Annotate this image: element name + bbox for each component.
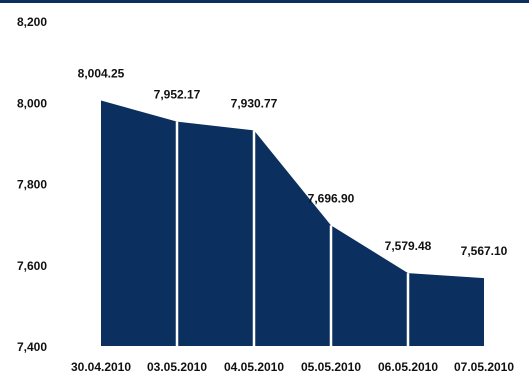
area-segment <box>331 225 408 346</box>
data-label: 7,952.17 <box>154 88 201 102</box>
area-segment <box>101 100 177 346</box>
area-chart: 7,400 7,600 7,800 8,000 8,200 8,004.25 7,952.… <box>17 15 514 374</box>
data-label: 7,567.10 <box>461 244 508 258</box>
area-series <box>101 100 484 346</box>
x-axis-ticks: 30.04.2010 03.05.2010 04.05.2010 05.05.2010… <box>71 360 514 374</box>
area-segment <box>254 130 331 346</box>
y-tick-label: 7,400 <box>17 340 47 354</box>
data-label: 7,930.77 <box>231 96 278 110</box>
y-tick-label: 8,000 <box>17 96 47 110</box>
area-segment <box>408 273 484 346</box>
x-tick-label: 05.05.2010 <box>301 360 361 374</box>
y-tick-label: 7,600 <box>17 259 47 273</box>
area-separators <box>175 121 410 346</box>
y-tick-label: 7,800 <box>17 178 47 192</box>
data-label: 8,004.25 <box>78 67 125 81</box>
x-tick-label: 30.04.2010 <box>71 360 131 374</box>
area-segment <box>177 121 254 346</box>
y-tick-label: 8,200 <box>17 15 47 29</box>
data-label: 7,579.48 <box>385 239 432 253</box>
data-label: 7,696.90 <box>308 191 355 205</box>
x-tick-label: 07.05.2010 <box>454 360 514 374</box>
data-labels: 8,004.25 7,952.17 7,930.77 7,696.90 7,579.48… <box>78 67 508 259</box>
x-tick-label: 03.05.2010 <box>147 360 207 374</box>
x-tick-label: 06.05.2010 <box>378 360 438 374</box>
x-tick-label: 04.05.2010 <box>224 360 284 374</box>
y-axis-ticks: 7,400 7,600 7,800 8,000 8,200 <box>17 15 47 354</box>
